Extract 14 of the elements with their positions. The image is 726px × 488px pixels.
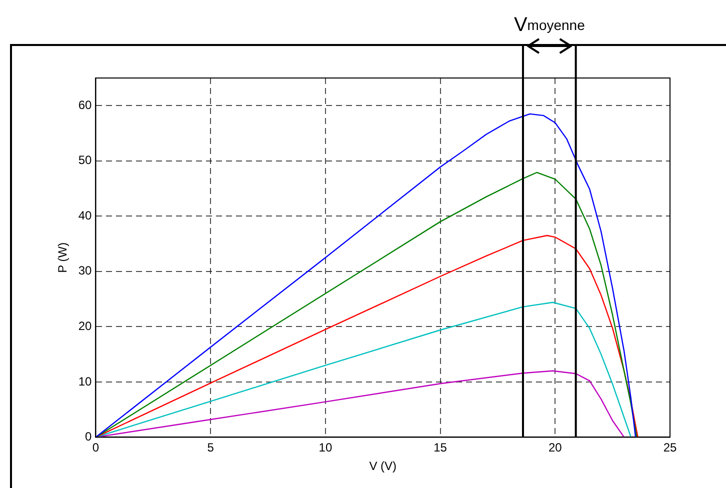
x-tick-label: 20 (548, 440, 562, 455)
x-axis-title: V (V) (369, 459, 397, 474)
x-tick-label: 15 (434, 440, 448, 455)
y-tick-label: 0 (85, 430, 92, 444)
y-tick-label: 10 (78, 374, 92, 388)
y-tick-label: 20 (78, 318, 92, 333)
x-tick-label: 25 (663, 440, 677, 455)
y-tick-label: 50 (78, 153, 92, 168)
y-tick-label: 60 (78, 98, 92, 112)
y-axis-title: P (W) (56, 242, 70, 273)
x-tick-label: 5 (207, 440, 214, 455)
y-tick-label: 40 (78, 208, 92, 222)
x-tick-label: 10 (318, 440, 332, 455)
y-tick-label: 30 (78, 264, 92, 278)
